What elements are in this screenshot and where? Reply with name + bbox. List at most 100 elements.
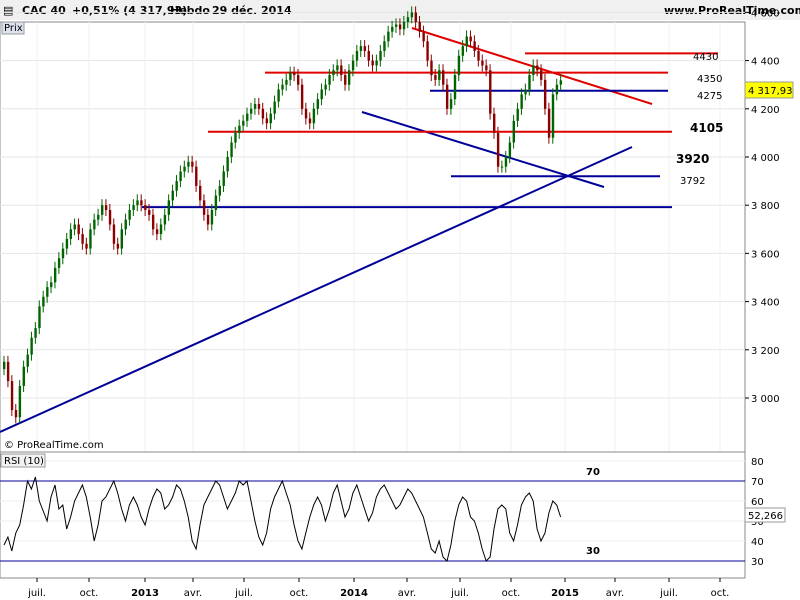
candle-body — [336, 65, 339, 71]
candle-body — [261, 108, 265, 119]
candle-body — [500, 166, 504, 168]
symbol-label: CAC 40 — [22, 4, 66, 17]
candle-body — [218, 185, 221, 196]
falling-support-line — [361, 111, 605, 188]
candle-body — [101, 205, 104, 215]
last-price-label: 4 317,93 — [748, 86, 793, 97]
candle-body — [171, 190, 174, 201]
price-tick-label: 3 200 — [751, 346, 780, 357]
candle-body — [151, 214, 155, 230]
candle-body — [304, 108, 308, 119]
candle-body — [453, 75, 457, 100]
candle-body — [312, 108, 316, 124]
candle-body — [351, 60, 355, 71]
candle-body — [297, 75, 300, 85]
candle-body — [50, 282, 53, 288]
candle-body — [375, 60, 378, 66]
price-panel[interactable]: 4430 4350 4275 4105 3920 3792 3 000 3 200 3 400… — [0, 6, 794, 453]
price-tab-button[interactable] — [1, 21, 25, 35]
x-tick-label: juil. — [659, 588, 678, 599]
candle-body — [367, 50, 370, 61]
candle-body — [512, 120, 515, 143]
candle-body — [179, 171, 182, 182]
candle-body — [6, 361, 10, 382]
candle-body — [493, 113, 496, 133]
candle-body — [551, 94, 555, 138]
candle-body — [214, 195, 218, 211]
level-label-4105: 4105 — [690, 121, 723, 135]
candle-body — [465, 36, 468, 47]
x-tick-label: oct. — [80, 588, 99, 599]
price-tab-label: Prix — [4, 23, 23, 34]
watermark: © ProRealTime.com — [4, 440, 104, 451]
rsi-tick-label: 80 — [751, 457, 764, 468]
rsi-series-line — [3, 476, 562, 562]
level-label-3792: 3792 — [680, 176, 705, 187]
candle-body — [249, 108, 253, 114]
candle-body — [344, 75, 347, 85]
x-tick-label: juil. — [450, 588, 469, 599]
candle-body — [159, 224, 163, 235]
candle-body — [53, 267, 57, 283]
candle-body — [508, 142, 512, 157]
level-labels: 4430 4350 4275 4105 3920 3792 — [676, 52, 723, 187]
candle-body — [97, 214, 100, 220]
price-levels — [142, 52, 718, 209]
candle-body — [485, 65, 488, 71]
x-tick-label: avr. — [398, 588, 416, 599]
price-tick-label: 4 200 — [751, 105, 780, 116]
candle-body — [265, 118, 269, 124]
price-tick-label: 4 600 — [751, 8, 780, 19]
candle-body — [540, 70, 543, 80]
candle-body — [14, 410, 18, 418]
site-label: www.ProRealTime.com — [664, 4, 800, 17]
x-tick-label: oct. — [502, 588, 521, 599]
candle-body — [300, 84, 304, 109]
x-tick-label: 2014 — [340, 588, 368, 599]
candle-body — [230, 142, 233, 157]
candle-body — [242, 120, 245, 126]
rsi-ref-label-30: 30 — [586, 546, 600, 557]
price-tick-label: 3 600 — [751, 249, 780, 260]
candle-body — [543, 79, 547, 109]
rsi-ref-label-70: 70 — [586, 467, 600, 478]
candle-body — [85, 243, 88, 249]
candle-body — [65, 238, 69, 249]
chart-icon: ▤ — [3, 4, 13, 17]
price-tick-label: 4 000 — [751, 153, 780, 164]
header-bar — [0, 0, 800, 20]
candle-body — [340, 65, 343, 76]
x-tick-label: 2013 — [131, 588, 159, 599]
candle-body — [332, 70, 335, 76]
candle-body — [199, 185, 202, 201]
candle-body — [136, 200, 139, 206]
candle-body — [195, 166, 198, 186]
candle-body — [489, 70, 492, 114]
candle-body — [320, 89, 323, 100]
candle-body — [477, 50, 480, 61]
rsi-last-badge — [744, 507, 786, 523]
candle-body — [449, 99, 453, 109]
candle-body — [324, 84, 327, 90]
candle-body — [124, 219, 127, 230]
candle-body — [269, 113, 272, 124]
candle-body — [22, 366, 25, 386]
candle-body — [26, 354, 29, 367]
candle-body — [148, 210, 151, 215]
candle-body — [210, 210, 214, 225]
candle-body — [371, 60, 374, 66]
candle-body — [442, 70, 445, 85]
rsi-tick-label: 60 — [751, 497, 764, 508]
candle-body — [528, 75, 531, 90]
candle-body — [398, 24, 402, 30]
level-label-3920: 3920 — [676, 152, 709, 166]
candle-body — [277, 89, 280, 102]
candle-body — [461, 46, 465, 56]
candle-body — [253, 103, 257, 109]
candles — [3, 6, 563, 424]
candle-body — [418, 22, 421, 32]
candle-body — [281, 84, 284, 90]
candle-body — [438, 70, 441, 80]
